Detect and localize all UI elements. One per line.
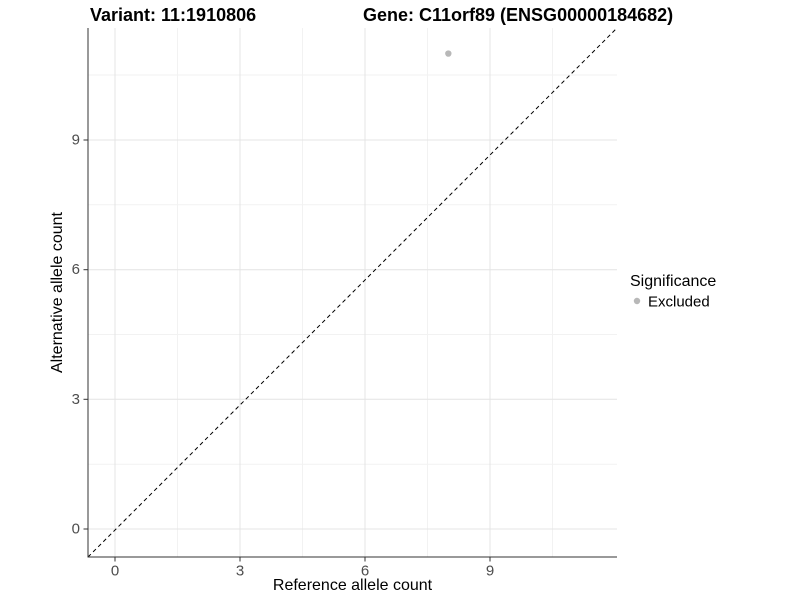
legend-marker — [633, 297, 641, 305]
legend-item-label: Excluded — [648, 294, 710, 311]
x-tick-3: 3 — [236, 563, 244, 580]
y-tick-6: 6 — [72, 261, 80, 278]
axis-lines — [87, 28, 617, 558]
gene-title: Gene: C11orf89 (ENSG00000184682) — [363, 5, 673, 25]
grid-minor — [88, 28, 617, 557]
legend: Significance Excluded — [630, 273, 716, 311]
y-tick-9: 9 — [72, 132, 80, 149]
x-tick-9: 9 — [486, 563, 494, 580]
identity-line — [87, 27, 618, 558]
x-tick-6: 6 — [361, 563, 369, 580]
grid-major — [88, 28, 617, 557]
y-tick-labels: 0 3 6 9 — [72, 132, 80, 538]
data-point — [445, 50, 452, 57]
x-axis-title: Reference allele count — [273, 577, 433, 594]
x-tick-0: 0 — [111, 563, 119, 580]
variant-title: Variant: 11:1910806 — [90, 5, 256, 25]
tick-marks — [83, 139, 491, 562]
y-tick-3: 3 — [72, 391, 80, 408]
x-tick-labels: 0 3 6 9 — [111, 563, 494, 580]
y-tick-0: 0 — [72, 521, 80, 538]
y-axis-title: Alternative allele count — [49, 211, 66, 373]
legend-title: Significance — [630, 273, 716, 290]
